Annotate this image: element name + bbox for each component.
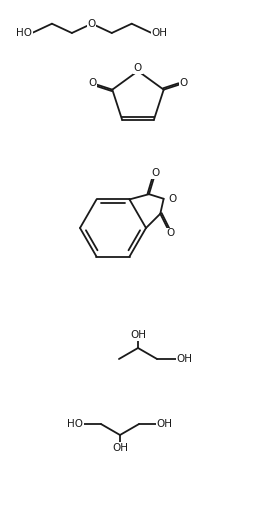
Text: O: O xyxy=(151,168,160,178)
Text: OH: OH xyxy=(177,354,193,364)
Text: O: O xyxy=(134,63,142,73)
Text: O: O xyxy=(166,229,174,238)
Text: O: O xyxy=(88,78,97,88)
Text: HO: HO xyxy=(16,28,32,38)
Text: OH: OH xyxy=(157,419,173,429)
Text: O: O xyxy=(179,78,188,88)
Text: OH: OH xyxy=(130,330,146,340)
Text: O: O xyxy=(169,194,177,204)
Text: HO: HO xyxy=(67,419,83,429)
Text: O: O xyxy=(88,19,96,29)
Text: OH: OH xyxy=(152,28,168,38)
Text: OH: OH xyxy=(112,443,128,453)
